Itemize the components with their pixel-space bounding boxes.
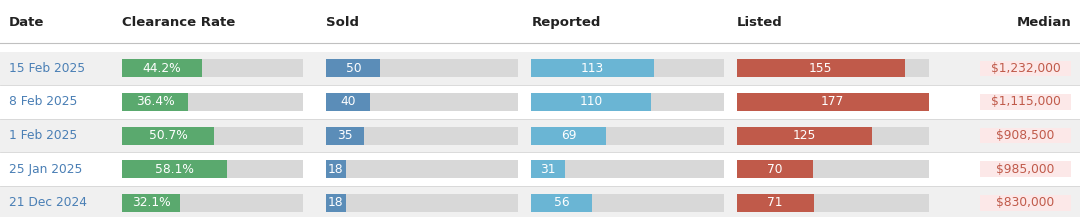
Text: 71: 71 — [768, 196, 783, 209]
FancyBboxPatch shape — [531, 194, 592, 212]
FancyBboxPatch shape — [0, 51, 1080, 85]
FancyBboxPatch shape — [122, 160, 303, 178]
FancyBboxPatch shape — [737, 59, 905, 77]
Text: 50.7%: 50.7% — [149, 129, 188, 142]
FancyBboxPatch shape — [737, 160, 929, 178]
Text: 35: 35 — [337, 129, 353, 142]
Text: 177: 177 — [821, 95, 845, 108]
Text: Median: Median — [1016, 16, 1071, 29]
Text: 113: 113 — [581, 62, 605, 75]
FancyBboxPatch shape — [0, 186, 1080, 217]
Text: 58.1%: 58.1% — [156, 163, 194, 176]
FancyBboxPatch shape — [531, 194, 724, 212]
FancyBboxPatch shape — [326, 127, 518, 145]
FancyBboxPatch shape — [122, 93, 303, 111]
FancyBboxPatch shape — [737, 160, 812, 178]
FancyBboxPatch shape — [737, 93, 929, 111]
FancyBboxPatch shape — [531, 160, 724, 178]
FancyBboxPatch shape — [737, 194, 929, 212]
Text: 110: 110 — [580, 95, 603, 108]
Text: 36.4%: 36.4% — [136, 95, 174, 108]
Text: 31: 31 — [540, 163, 556, 176]
Text: 15 Feb 2025: 15 Feb 2025 — [9, 62, 84, 75]
FancyBboxPatch shape — [122, 59, 202, 77]
Text: 125: 125 — [793, 129, 816, 142]
FancyBboxPatch shape — [737, 194, 813, 212]
Text: 70: 70 — [767, 163, 782, 176]
FancyBboxPatch shape — [122, 59, 303, 77]
FancyBboxPatch shape — [122, 160, 228, 178]
FancyBboxPatch shape — [326, 93, 518, 111]
Text: Reported: Reported — [531, 16, 600, 29]
Text: 21 Dec 2024: 21 Dec 2024 — [9, 196, 86, 209]
Text: $1,232,000: $1,232,000 — [990, 62, 1061, 75]
FancyBboxPatch shape — [531, 160, 565, 178]
FancyBboxPatch shape — [326, 160, 346, 178]
FancyBboxPatch shape — [122, 194, 303, 212]
Text: 69: 69 — [562, 129, 577, 142]
Text: 1 Feb 2025: 1 Feb 2025 — [9, 129, 77, 142]
FancyBboxPatch shape — [122, 127, 214, 145]
FancyBboxPatch shape — [531, 127, 724, 145]
FancyBboxPatch shape — [531, 127, 606, 145]
FancyBboxPatch shape — [326, 59, 518, 77]
FancyBboxPatch shape — [980, 128, 1071, 143]
FancyBboxPatch shape — [531, 93, 724, 111]
Text: 44.2%: 44.2% — [143, 62, 181, 75]
Text: 155: 155 — [809, 62, 833, 75]
Text: $908,500: $908,500 — [996, 129, 1055, 142]
Text: 8 Feb 2025: 8 Feb 2025 — [9, 95, 77, 108]
Text: 50: 50 — [346, 62, 361, 75]
FancyBboxPatch shape — [531, 59, 724, 77]
FancyBboxPatch shape — [0, 85, 1080, 119]
FancyBboxPatch shape — [326, 127, 364, 145]
FancyBboxPatch shape — [737, 127, 929, 145]
FancyBboxPatch shape — [122, 194, 180, 212]
FancyBboxPatch shape — [980, 61, 1071, 76]
Text: 56: 56 — [554, 196, 569, 209]
Text: $1,115,000: $1,115,000 — [990, 95, 1061, 108]
Text: 18: 18 — [328, 196, 343, 209]
Text: 40: 40 — [340, 95, 355, 108]
FancyBboxPatch shape — [980, 161, 1071, 177]
FancyBboxPatch shape — [326, 93, 369, 111]
Text: 18: 18 — [328, 163, 343, 176]
FancyBboxPatch shape — [980, 195, 1071, 211]
Text: 32.1%: 32.1% — [132, 196, 171, 209]
Text: $985,000: $985,000 — [996, 163, 1055, 176]
FancyBboxPatch shape — [326, 194, 346, 212]
FancyBboxPatch shape — [737, 127, 873, 145]
FancyBboxPatch shape — [531, 59, 654, 77]
FancyBboxPatch shape — [737, 59, 929, 77]
Text: $830,000: $830,000 — [997, 196, 1054, 209]
FancyBboxPatch shape — [326, 59, 380, 77]
Text: 25 Jan 2025: 25 Jan 2025 — [9, 163, 82, 176]
Text: Sold: Sold — [326, 16, 360, 29]
FancyBboxPatch shape — [122, 93, 188, 111]
FancyBboxPatch shape — [326, 160, 518, 178]
Text: Date: Date — [9, 16, 44, 29]
FancyBboxPatch shape — [737, 93, 929, 111]
Text: Listed: Listed — [737, 16, 782, 29]
FancyBboxPatch shape — [980, 94, 1071, 110]
Text: Clearance Rate: Clearance Rate — [122, 16, 235, 29]
FancyBboxPatch shape — [531, 93, 651, 111]
FancyBboxPatch shape — [122, 127, 303, 145]
FancyBboxPatch shape — [0, 119, 1080, 152]
FancyBboxPatch shape — [0, 152, 1080, 186]
FancyBboxPatch shape — [326, 194, 518, 212]
